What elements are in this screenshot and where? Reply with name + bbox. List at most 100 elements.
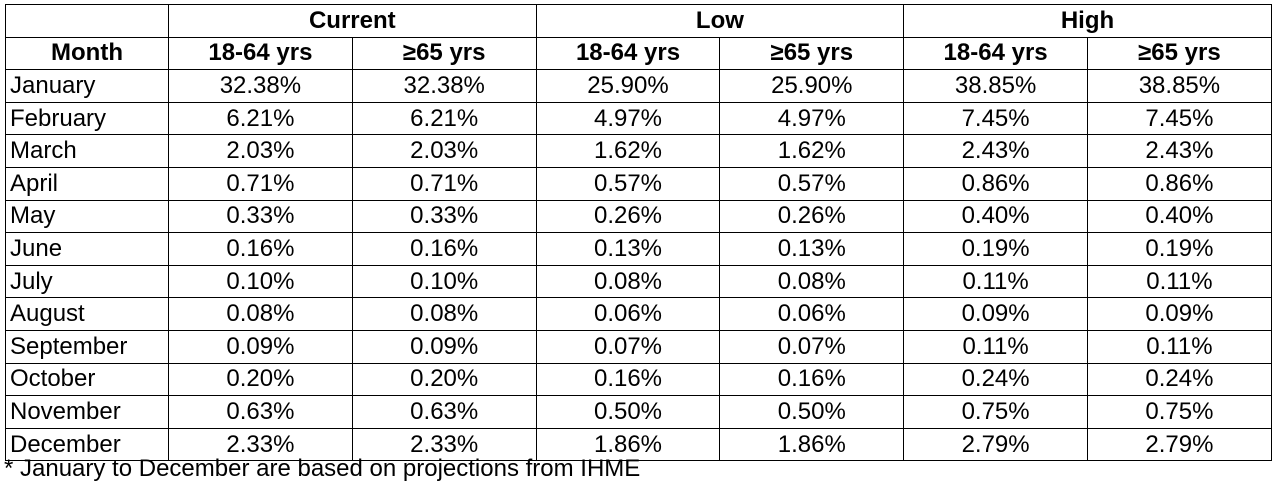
month-cell: June: [5, 232, 169, 266]
month-cell: February: [5, 101, 169, 136]
table-row: June 0.16% 0.16% 0.13% 0.13% 0.19% 0.19%: [5, 232, 1272, 266]
column-header-high-65plus: ≥65 yrs: [1087, 36, 1272, 71]
value-cell: 0.16%: [168, 232, 353, 266]
table-row: July 0.10% 0.10% 0.08% 0.08% 0.11% 0.11%: [5, 264, 1272, 299]
value-cell: 2.43%: [903, 134, 1088, 168]
value-cell: 0.09%: [168, 329, 353, 364]
value-cell: 0.10%: [168, 264, 353, 299]
value-cell: 0.40%: [1087, 199, 1272, 234]
value-cell: 38.85%: [903, 69, 1088, 103]
value-cell: 0.26%: [719, 199, 905, 234]
column-header-low-65plus: ≥65 yrs: [719, 36, 905, 71]
month-cell: December: [5, 427, 169, 462]
table-row: December 2.33% 2.33% 1.86% 1.86% 2.79% 2.79%: [5, 427, 1272, 462]
value-cell: 0.08%: [535, 264, 721, 299]
value-cell: 32.38%: [351, 69, 537, 103]
value-cell: 1.62%: [719, 134, 905, 168]
month-cell: May: [5, 199, 169, 234]
value-cell: 2.43%: [1087, 134, 1272, 168]
value-cell: 0.09%: [1087, 297, 1272, 331]
table-row: April 0.71% 0.71% 0.57% 0.57% 0.86% 0.86%: [5, 166, 1272, 201]
value-cell: 0.33%: [351, 199, 537, 234]
value-cell: 0.20%: [168, 362, 353, 397]
value-cell: 0.26%: [535, 199, 721, 234]
value-cell: 2.33%: [168, 427, 353, 462]
value-cell: 1.62%: [535, 134, 721, 168]
group-header-low: Low: [535, 4, 905, 38]
value-cell: 0.08%: [351, 297, 537, 331]
column-header-current-65plus: ≥65 yrs: [351, 36, 537, 71]
value-cell: 6.21%: [168, 101, 353, 136]
value-cell: 0.75%: [1087, 395, 1272, 429]
value-cell: 2.03%: [168, 134, 353, 168]
table-row: March 2.03% 2.03% 1.62% 1.62% 2.43% 2.43%: [5, 134, 1272, 168]
table-row: November 0.63% 0.63% 0.50% 0.50% 0.75% 0.75%: [5, 395, 1272, 429]
value-cell: 2.79%: [903, 427, 1088, 462]
table-row: May 0.33% 0.33% 0.26% 0.26% 0.40% 0.40%: [5, 199, 1272, 234]
value-cell: 0.71%: [351, 166, 537, 201]
value-cell: 4.97%: [719, 101, 905, 136]
value-cell: 0.11%: [1087, 264, 1272, 299]
table-row: January 32.38% 32.38% 25.90% 25.90% 38.85% 38.…: [5, 69, 1272, 103]
value-cell: 0.07%: [719, 329, 905, 364]
value-cell: 0.24%: [903, 362, 1088, 397]
group-header-row: Current Low High: [5, 4, 1272, 38]
month-cell: November: [5, 395, 169, 429]
value-cell: 0.71%: [168, 166, 353, 201]
value-cell: 0.63%: [168, 395, 353, 429]
value-cell: 0.50%: [719, 395, 905, 429]
value-cell: 0.10%: [351, 264, 537, 299]
value-cell: 1.86%: [719, 427, 905, 462]
value-cell: 2.79%: [1087, 427, 1272, 462]
value-cell: 0.33%: [168, 199, 353, 234]
month-cell: July: [5, 264, 169, 299]
value-cell: 0.40%: [903, 199, 1088, 234]
group-header-current: Current: [168, 4, 537, 38]
value-cell: 0.57%: [719, 166, 905, 201]
projection-table: Current Low High Month 18-64 yrs ≥65 yrs…: [5, 4, 1272, 462]
table-row: August 0.08% 0.08% 0.06% 0.06% 0.09% 0.09%: [5, 297, 1272, 331]
value-cell: 25.90%: [535, 69, 721, 103]
value-cell: 7.45%: [903, 101, 1088, 136]
value-cell: 7.45%: [1087, 101, 1272, 136]
value-cell: 0.50%: [535, 395, 721, 429]
value-cell: 0.09%: [903, 297, 1088, 331]
value-cell: 0.24%: [1087, 362, 1272, 397]
month-cell: October: [5, 362, 169, 397]
table-body: January 32.38% 32.38% 25.90% 25.90% 38.85% 38.…: [5, 69, 1272, 462]
value-cell: 0.19%: [1087, 232, 1272, 266]
value-cell: 0.16%: [719, 362, 905, 397]
value-cell: 38.85%: [1087, 69, 1272, 103]
value-cell: 4.97%: [535, 101, 721, 136]
value-cell: 0.63%: [351, 395, 537, 429]
value-cell: 0.06%: [535, 297, 721, 331]
month-cell: March: [5, 134, 169, 168]
month-cell: January: [5, 69, 169, 103]
value-cell: 0.11%: [903, 329, 1088, 364]
value-cell: 0.16%: [351, 232, 537, 266]
value-cell: 0.13%: [535, 232, 721, 266]
column-header-low-18-64: 18-64 yrs: [535, 36, 721, 71]
value-cell: 0.11%: [903, 264, 1088, 299]
column-header-row: Month 18-64 yrs ≥65 yrs 18-64 yrs ≥65 yr…: [5, 36, 1272, 71]
value-cell: 2.33%: [351, 427, 537, 462]
value-cell: 0.75%: [903, 395, 1088, 429]
blank-corner-cell: [5, 4, 169, 38]
value-cell: 0.07%: [535, 329, 721, 364]
month-cell: September: [5, 329, 169, 364]
group-header-high: High: [903, 4, 1272, 38]
table-row: February 6.21% 6.21% 4.97% 4.97% 7.45% 7.45%: [5, 101, 1272, 136]
value-cell: 0.08%: [168, 297, 353, 331]
value-cell: 0.13%: [719, 232, 905, 266]
month-cell: April: [5, 166, 169, 201]
table-row: September 0.09% 0.09% 0.07% 0.07% 0.11% 0.11%: [5, 329, 1272, 364]
value-cell: 0.86%: [903, 166, 1088, 201]
column-header-month: Month: [5, 36, 169, 71]
value-cell: 32.38%: [168, 69, 353, 103]
value-cell: 1.86%: [535, 427, 721, 462]
column-header-current-18-64: 18-64 yrs: [168, 36, 353, 71]
column-header-high-18-64: 18-64 yrs: [903, 36, 1088, 71]
value-cell: 0.11%: [1087, 329, 1272, 364]
value-cell: 0.86%: [1087, 166, 1272, 201]
value-cell: 0.06%: [719, 297, 905, 331]
